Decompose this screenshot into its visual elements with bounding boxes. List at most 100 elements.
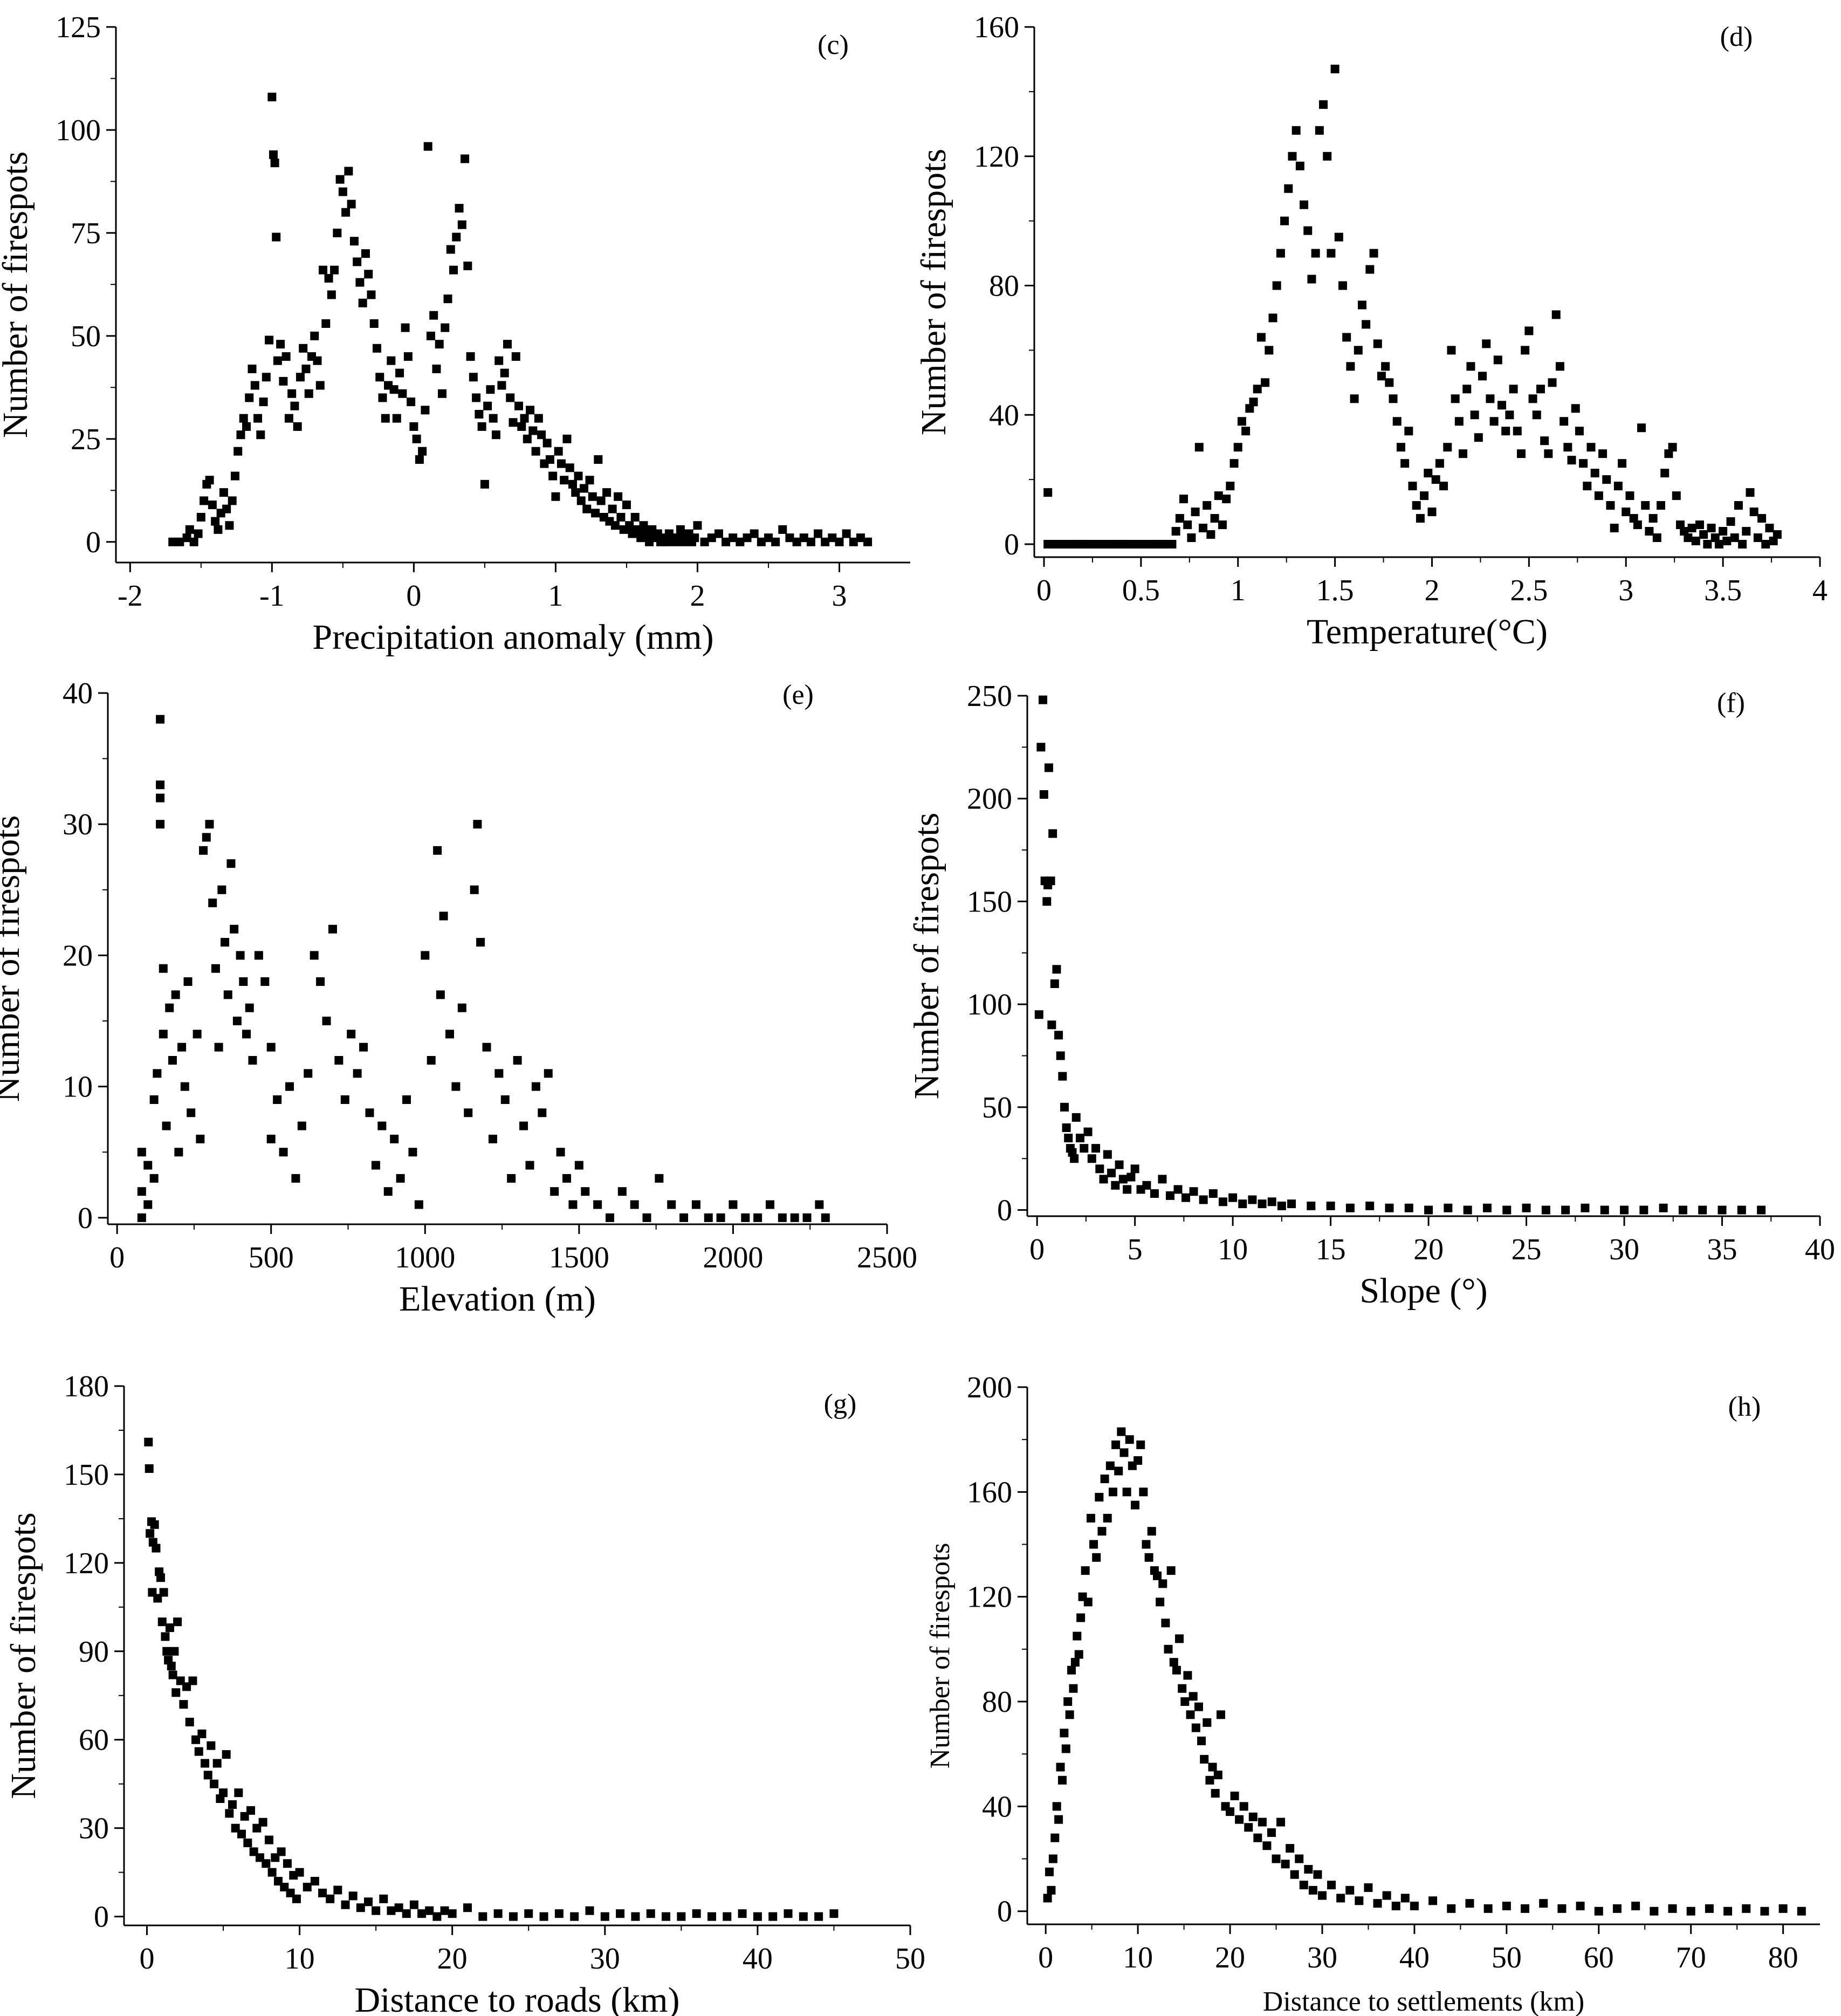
data-point <box>1307 275 1316 284</box>
data-point <box>234 1788 243 1798</box>
data-point <box>1382 1891 1391 1900</box>
data-point <box>723 1912 732 1921</box>
data-point <box>790 1213 799 1222</box>
data-point <box>1657 501 1666 510</box>
data-point <box>239 977 248 986</box>
data-point <box>226 859 236 868</box>
data-point <box>369 319 379 328</box>
data-point <box>1742 1904 1751 1913</box>
data-point <box>387 1906 396 1915</box>
data-point <box>1521 1904 1530 1913</box>
x-tick-label: 2 <box>690 579 705 613</box>
data-point <box>679 1213 689 1222</box>
data-point <box>273 1095 282 1104</box>
y-axis-title: Number of firespots <box>925 1543 956 1769</box>
data-point <box>511 352 520 361</box>
data-point <box>1147 1527 1156 1536</box>
data-point <box>738 1909 747 1918</box>
data-point <box>1178 1684 1187 1693</box>
data-point <box>167 1662 176 1671</box>
x-tick-label: 0 <box>1029 1233 1045 1266</box>
data-point <box>500 1095 510 1104</box>
data-point <box>330 265 339 275</box>
data-point <box>1427 508 1437 517</box>
data-point <box>1648 514 1658 523</box>
data-point <box>1050 979 1059 988</box>
data-point <box>387 356 396 365</box>
x-tick-label: 40 <box>1399 1941 1430 1974</box>
data-point <box>421 406 430 415</box>
data-point <box>1059 540 1068 549</box>
data-point <box>1081 1566 1090 1575</box>
data-point <box>1303 226 1313 235</box>
data-point <box>548 471 558 481</box>
data-point <box>1241 427 1251 436</box>
x-tick-label: 70 <box>1676 1941 1706 1974</box>
data-point <box>149 1095 159 1104</box>
data-point <box>1042 897 1052 906</box>
data-point <box>1726 517 1735 526</box>
data-point <box>256 430 265 440</box>
data-point <box>347 1030 356 1039</box>
y-tick-label: 125 <box>56 11 101 44</box>
data-point <box>1136 540 1145 549</box>
data-point <box>407 397 416 407</box>
data-point <box>1722 537 1732 546</box>
data-point <box>1486 394 1495 403</box>
data-point <box>1536 385 1545 394</box>
data-point <box>1292 126 1301 135</box>
data-point <box>156 793 165 803</box>
data-point <box>171 1688 181 1697</box>
data-point <box>1544 449 1553 458</box>
data-point <box>443 294 452 304</box>
x-tick-label: 20 <box>1413 1233 1444 1266</box>
data-point <box>1281 1860 1290 1869</box>
data-point <box>1478 372 1487 381</box>
data-point <box>1123 1185 1132 1194</box>
data-point <box>692 1909 701 1918</box>
data-point <box>662 1912 671 1921</box>
data-point <box>1757 514 1767 523</box>
data-point <box>1650 1907 1659 1916</box>
data-point <box>1198 524 1207 533</box>
data-point <box>778 525 787 534</box>
data-point <box>228 496 237 505</box>
data-point <box>463 262 472 271</box>
data-point <box>550 1187 559 1196</box>
data-point <box>507 1174 516 1183</box>
y-tick-label: 160 <box>967 1476 1012 1509</box>
data-point <box>333 1885 342 1895</box>
data-point <box>1463 1205 1472 1215</box>
data-point <box>568 1200 578 1209</box>
data-point <box>1197 1736 1206 1745</box>
data-point <box>829 1909 839 1918</box>
data-point <box>729 1200 738 1209</box>
data-point <box>196 1134 205 1143</box>
data-point <box>304 389 313 398</box>
data-point <box>194 529 203 538</box>
data-point <box>272 232 281 242</box>
data-point <box>1365 265 1375 274</box>
data-point <box>630 1200 639 1209</box>
data-point <box>1451 394 1460 403</box>
data-point <box>183 977 193 986</box>
data-point <box>1165 1191 1174 1200</box>
data-point <box>1244 1823 1253 1832</box>
data-point <box>537 430 546 440</box>
data-point <box>1300 200 1309 209</box>
data-point <box>1613 482 1623 491</box>
data-point <box>1172 1665 1181 1675</box>
data-point <box>333 228 342 237</box>
data-point <box>313 356 322 365</box>
data-point <box>1181 1193 1190 1202</box>
data-point <box>469 373 478 382</box>
x-tick-label: 40 <box>1805 1233 1835 1266</box>
data-point <box>602 488 612 497</box>
data-point <box>159 1030 168 1039</box>
y-tick-label: 40 <box>989 399 1019 432</box>
data-point <box>340 1095 349 1104</box>
data-point <box>1539 1899 1548 1908</box>
data-point <box>470 885 479 894</box>
data-point <box>1761 540 1770 549</box>
data-point <box>538 1108 547 1117</box>
